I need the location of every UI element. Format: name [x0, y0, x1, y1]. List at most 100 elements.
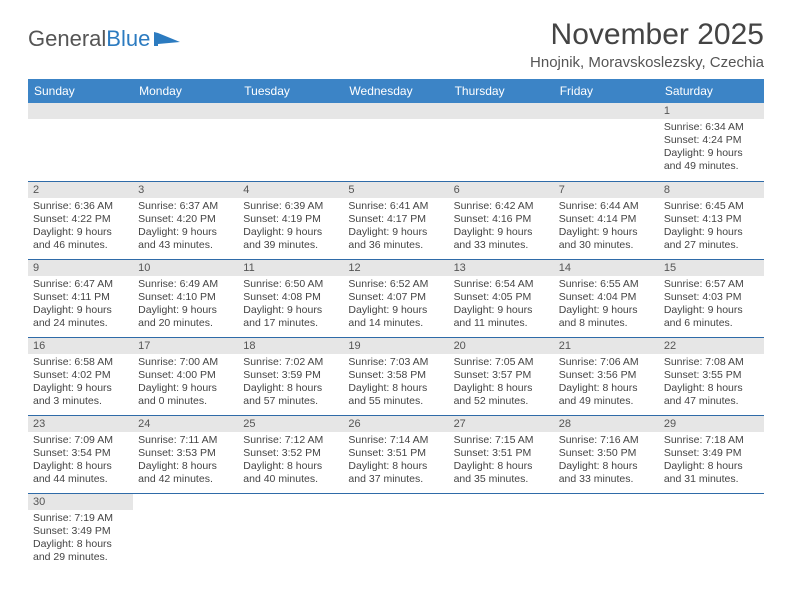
day-number: 24	[133, 416, 238, 432]
day-number	[133, 103, 238, 119]
day-details: Sunrise: 7:05 AMSunset: 3:57 PMDaylight:…	[449, 354, 554, 412]
location-text: Hnojnik, Moravskoslezsky, Czechia	[530, 54, 764, 71]
logo-text-blue: Blue	[106, 26, 150, 52]
day-number: 28	[554, 416, 659, 432]
day-number: 3	[133, 182, 238, 198]
calendar-day-cell	[133, 493, 238, 571]
calendar-day-cell: 1Sunrise: 6:34 AMSunset: 4:24 PMDaylight…	[659, 103, 764, 181]
header: GeneralBlue November 2025 Hnojnik, Morav…	[28, 18, 764, 71]
calendar-day-cell: 4Sunrise: 6:39 AMSunset: 4:19 PMDaylight…	[238, 181, 343, 259]
day-details: Sunrise: 7:02 AMSunset: 3:59 PMDaylight:…	[238, 354, 343, 412]
day-details: Sunrise: 6:36 AMSunset: 4:22 PMDaylight:…	[28, 198, 133, 256]
calendar-week-row: 1Sunrise: 6:34 AMSunset: 4:24 PMDaylight…	[28, 103, 764, 181]
weekday-header: Monday	[133, 79, 238, 103]
day-details: Sunrise: 7:11 AMSunset: 3:53 PMDaylight:…	[133, 432, 238, 490]
calendar-day-cell	[133, 103, 238, 181]
day-number: 29	[659, 416, 764, 432]
calendar-day-cell	[659, 493, 764, 571]
calendar-week-row: 9Sunrise: 6:47 AMSunset: 4:11 PMDaylight…	[28, 259, 764, 337]
day-number: 2	[28, 182, 133, 198]
calendar-day-cell: 23Sunrise: 7:09 AMSunset: 3:54 PMDayligh…	[28, 415, 133, 493]
calendar-day-cell: 27Sunrise: 7:15 AMSunset: 3:51 PMDayligh…	[449, 415, 554, 493]
calendar-day-cell: 11Sunrise: 6:50 AMSunset: 4:08 PMDayligh…	[238, 259, 343, 337]
calendar-day-cell: 2Sunrise: 6:36 AMSunset: 4:22 PMDaylight…	[28, 181, 133, 259]
day-details: Sunrise: 6:44 AMSunset: 4:14 PMDaylight:…	[554, 198, 659, 256]
calendar-day-cell: 5Sunrise: 6:41 AMSunset: 4:17 PMDaylight…	[343, 181, 448, 259]
day-number: 18	[238, 338, 343, 354]
day-details: Sunrise: 7:18 AMSunset: 3:49 PMDaylight:…	[659, 432, 764, 490]
calendar-day-cell	[449, 493, 554, 571]
day-number: 11	[238, 260, 343, 276]
calendar-day-cell: 3Sunrise: 6:37 AMSunset: 4:20 PMDaylight…	[133, 181, 238, 259]
calendar-day-cell: 26Sunrise: 7:14 AMSunset: 3:51 PMDayligh…	[343, 415, 448, 493]
weekday-header: Wednesday	[343, 79, 448, 103]
weekday-header: Sunday	[28, 79, 133, 103]
day-number: 21	[554, 338, 659, 354]
calendar-day-cell	[343, 103, 448, 181]
day-number: 26	[343, 416, 448, 432]
calendar-day-cell: 20Sunrise: 7:05 AMSunset: 3:57 PMDayligh…	[449, 337, 554, 415]
day-details: Sunrise: 7:08 AMSunset: 3:55 PMDaylight:…	[659, 354, 764, 412]
calendar-day-cell: 29Sunrise: 7:18 AMSunset: 3:49 PMDayligh…	[659, 415, 764, 493]
logo-text-general: General	[28, 26, 106, 52]
day-details: Sunrise: 6:55 AMSunset: 4:04 PMDaylight:…	[554, 276, 659, 334]
calendar-day-cell	[238, 493, 343, 571]
calendar-week-row: 23Sunrise: 7:09 AMSunset: 3:54 PMDayligh…	[28, 415, 764, 493]
calendar-day-cell	[554, 493, 659, 571]
day-number: 22	[659, 338, 764, 354]
day-number	[343, 103, 448, 119]
logo: GeneralBlue	[28, 26, 180, 52]
calendar-week-row: 30Sunrise: 7:19 AMSunset: 3:49 PMDayligh…	[28, 493, 764, 571]
calendar-table: SundayMondayTuesdayWednesdayThursdayFrid…	[28, 79, 764, 571]
calendar-day-cell: 9Sunrise: 6:47 AMSunset: 4:11 PMDaylight…	[28, 259, 133, 337]
calendar-day-cell: 21Sunrise: 7:06 AMSunset: 3:56 PMDayligh…	[554, 337, 659, 415]
calendar-week-row: 2Sunrise: 6:36 AMSunset: 4:22 PMDaylight…	[28, 181, 764, 259]
day-number: 30	[28, 494, 133, 510]
weekday-header: Saturday	[659, 79, 764, 103]
weekday-header: Thursday	[449, 79, 554, 103]
day-number	[554, 103, 659, 119]
day-number: 20	[449, 338, 554, 354]
day-details: Sunrise: 6:34 AMSunset: 4:24 PMDaylight:…	[659, 119, 764, 177]
calendar-day-cell: 25Sunrise: 7:12 AMSunset: 3:52 PMDayligh…	[238, 415, 343, 493]
calendar-day-cell: 13Sunrise: 6:54 AMSunset: 4:05 PMDayligh…	[449, 259, 554, 337]
day-number: 15	[659, 260, 764, 276]
day-details: Sunrise: 6:54 AMSunset: 4:05 PMDaylight:…	[449, 276, 554, 334]
day-number: 23	[28, 416, 133, 432]
calendar-day-cell: 7Sunrise: 6:44 AMSunset: 4:14 PMDaylight…	[554, 181, 659, 259]
month-title: November 2025	[530, 18, 764, 52]
calendar-day-cell: 12Sunrise: 6:52 AMSunset: 4:07 PMDayligh…	[343, 259, 448, 337]
weekday-header: Tuesday	[238, 79, 343, 103]
calendar-day-cell	[449, 103, 554, 181]
day-number: 5	[343, 182, 448, 198]
day-details: Sunrise: 6:47 AMSunset: 4:11 PMDaylight:…	[28, 276, 133, 334]
day-number: 13	[449, 260, 554, 276]
calendar-day-cell: 19Sunrise: 7:03 AMSunset: 3:58 PMDayligh…	[343, 337, 448, 415]
title-block: November 2025 Hnojnik, Moravskoslezsky, …	[530, 18, 764, 71]
calendar-day-cell	[28, 103, 133, 181]
day-details: Sunrise: 6:41 AMSunset: 4:17 PMDaylight:…	[343, 198, 448, 256]
calendar-day-cell	[554, 103, 659, 181]
calendar-week-row: 16Sunrise: 6:58 AMSunset: 4:02 PMDayligh…	[28, 337, 764, 415]
day-details: Sunrise: 6:57 AMSunset: 4:03 PMDaylight:…	[659, 276, 764, 334]
day-details: Sunrise: 6:58 AMSunset: 4:02 PMDaylight:…	[28, 354, 133, 412]
day-number: 14	[554, 260, 659, 276]
day-number: 17	[133, 338, 238, 354]
calendar-day-cell	[343, 493, 448, 571]
day-details: Sunrise: 6:39 AMSunset: 4:19 PMDaylight:…	[238, 198, 343, 256]
weekday-header: Friday	[554, 79, 659, 103]
calendar-day-cell: 22Sunrise: 7:08 AMSunset: 3:55 PMDayligh…	[659, 337, 764, 415]
calendar-day-cell: 18Sunrise: 7:02 AMSunset: 3:59 PMDayligh…	[238, 337, 343, 415]
day-details: Sunrise: 7:09 AMSunset: 3:54 PMDaylight:…	[28, 432, 133, 490]
logo-flag-icon	[154, 30, 180, 46]
day-details: Sunrise: 7:03 AMSunset: 3:58 PMDaylight:…	[343, 354, 448, 412]
day-number: 6	[449, 182, 554, 198]
day-number: 1	[659, 103, 764, 119]
calendar-day-cell: 17Sunrise: 7:00 AMSunset: 4:00 PMDayligh…	[133, 337, 238, 415]
calendar-day-cell: 15Sunrise: 6:57 AMSunset: 4:03 PMDayligh…	[659, 259, 764, 337]
day-number: 4	[238, 182, 343, 198]
day-number: 8	[659, 182, 764, 198]
day-number: 10	[133, 260, 238, 276]
calendar-day-cell: 16Sunrise: 6:58 AMSunset: 4:02 PMDayligh…	[28, 337, 133, 415]
day-number: 7	[554, 182, 659, 198]
